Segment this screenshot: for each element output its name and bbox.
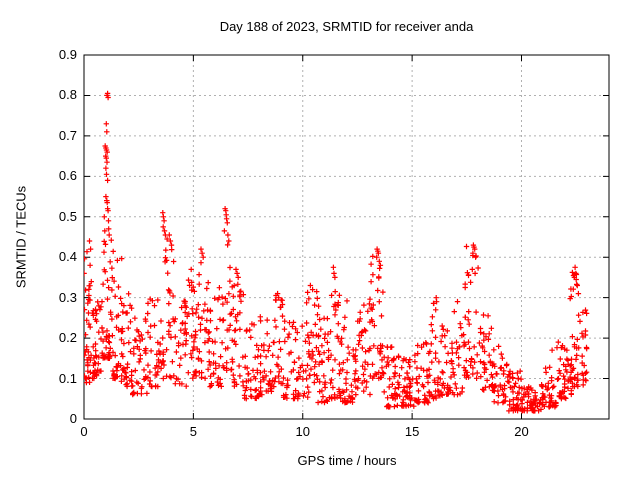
- x-tick-label: 10: [295, 424, 310, 439]
- grid-lines: [84, 55, 609, 419]
- y-tick-label: 0.6: [58, 168, 77, 184]
- y-tick-label: 0.2: [58, 330, 77, 346]
- plot-border: [83, 54, 610, 420]
- data-points-srmtid: [84, 90, 590, 414]
- y-tick-label: 0.4: [58, 249, 77, 265]
- x-tick-label: 0: [80, 424, 88, 439]
- y-tick-label: 0.3: [58, 289, 77, 305]
- x-tick-label: 5: [189, 424, 197, 439]
- y-tick-label: 0.1: [58, 370, 77, 386]
- y-tick-label: 0.8: [58, 87, 77, 103]
- x-tick-label: 20: [514, 424, 529, 439]
- y-tick-label: 0.7: [58, 127, 77, 143]
- y-tick-label: 0.5: [58, 208, 77, 224]
- x-tick-label: 15: [404, 424, 420, 439]
- y-tick-label: 0.9: [58, 47, 77, 62]
- x-axis-title: GPS time / hours: [297, 453, 397, 468]
- chart-title: Day 188 of 2023, SRMTID for receiver and…: [219, 19, 474, 34]
- y-tick-label: 0: [69, 411, 77, 426]
